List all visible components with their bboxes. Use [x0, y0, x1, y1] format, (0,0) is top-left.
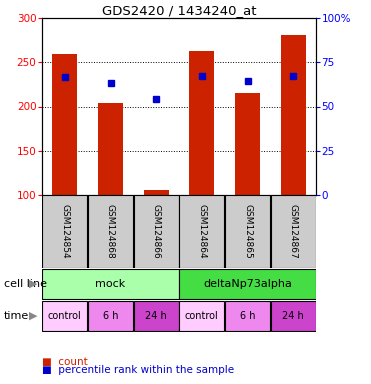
Text: 24 h: 24 h — [145, 311, 167, 321]
Bar — [144, 190, 169, 195]
Text: GSM124865: GSM124865 — [243, 204, 252, 259]
Bar — [180, 269, 316, 300]
Bar — [225, 301, 270, 331]
Bar — [180, 301, 224, 331]
Text: 6 h: 6 h — [240, 311, 255, 321]
Text: control: control — [185, 311, 219, 321]
Bar — [280, 35, 306, 195]
Title: GDS2420 / 1434240_at: GDS2420 / 1434240_at — [102, 4, 256, 17]
Bar — [98, 103, 123, 195]
Text: GSM124866: GSM124866 — [152, 204, 161, 259]
Bar — [134, 301, 178, 331]
Bar — [42, 269, 178, 300]
Bar — [88, 195, 133, 268]
Text: GSM124864: GSM124864 — [197, 204, 206, 259]
Text: ■  count: ■ count — [42, 357, 88, 367]
Text: time: time — [4, 311, 29, 321]
Bar — [134, 195, 178, 268]
Bar — [52, 54, 78, 195]
Bar — [235, 93, 260, 195]
Bar — [180, 195, 224, 268]
Text: 24 h: 24 h — [282, 311, 304, 321]
Bar — [225, 195, 270, 268]
Text: deltaNp73alpha: deltaNp73alpha — [203, 279, 292, 289]
Bar — [189, 51, 214, 195]
Bar — [271, 195, 316, 268]
Text: ■  percentile rank within the sample: ■ percentile rank within the sample — [42, 365, 234, 375]
Bar — [42, 301, 87, 331]
Text: control: control — [48, 311, 82, 321]
Bar — [88, 301, 133, 331]
Text: 6 h: 6 h — [103, 311, 118, 321]
Text: mock: mock — [95, 279, 126, 289]
Bar — [42, 195, 87, 268]
Bar — [271, 301, 316, 331]
Text: ▶: ▶ — [29, 311, 37, 321]
Text: cell line: cell line — [4, 279, 47, 289]
Text: GSM124867: GSM124867 — [289, 204, 298, 259]
Text: ▶: ▶ — [29, 279, 37, 289]
Text: GSM124868: GSM124868 — [106, 204, 115, 259]
Text: GSM124854: GSM124854 — [60, 204, 69, 259]
